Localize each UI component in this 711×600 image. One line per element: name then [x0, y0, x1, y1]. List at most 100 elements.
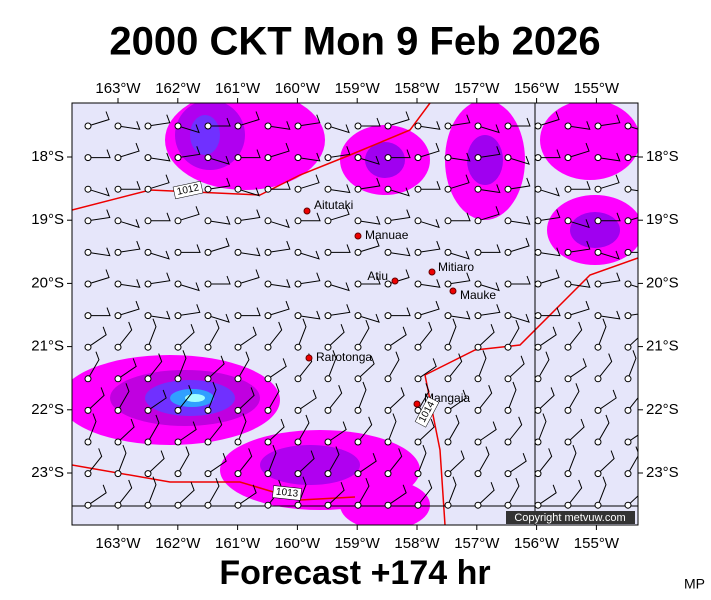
place-dot [449, 287, 457, 295]
wind-barb [447, 353, 463, 380]
station [534, 217, 542, 225]
place-dot [413, 400, 421, 408]
wind-barb [147, 414, 160, 443]
wind-barb [267, 219, 290, 229]
station [504, 280, 512, 288]
wind-barb [538, 149, 561, 159]
station [414, 470, 422, 478]
wind-barb [387, 187, 410, 197]
wind-barb [627, 396, 638, 411]
wind-barb [207, 215, 231, 225]
lon-label: 160°W [275, 535, 321, 552]
wind-barb [297, 318, 307, 348]
wind-barb [507, 319, 520, 348]
wind-barb [627, 155, 638, 159]
station [624, 375, 632, 383]
place-label: Aitutaki [314, 198, 353, 212]
station [144, 248, 152, 256]
lon-label: 161°W [215, 80, 261, 97]
station [594, 438, 602, 446]
wind-barb [597, 272, 621, 285]
station [474, 375, 482, 383]
wind-barb [507, 313, 530, 323]
station [354, 217, 362, 225]
wind-barb [357, 155, 380, 165]
wind-barb [627, 434, 638, 443]
lat-label: 20°S [31, 274, 64, 291]
station [504, 248, 512, 256]
station [504, 501, 512, 509]
station [594, 248, 602, 256]
wind-barb [177, 146, 201, 159]
station [204, 343, 212, 351]
wind-barb [177, 446, 190, 474]
station [354, 185, 362, 193]
wind-barb [147, 310, 171, 320]
station [384, 312, 392, 320]
wind-barb [387, 326, 407, 348]
station [144, 185, 152, 193]
station [414, 280, 422, 288]
station [324, 248, 332, 256]
station [174, 312, 182, 320]
station [564, 375, 572, 383]
wind-barb [537, 269, 560, 285]
station [84, 406, 92, 414]
station [414, 501, 422, 509]
station [474, 501, 482, 509]
wind-barb [537, 187, 560, 197]
wind-barb [447, 250, 470, 260]
station [234, 217, 242, 225]
station [84, 501, 92, 509]
wind-barb [267, 418, 285, 443]
wind-barb [568, 181, 591, 190]
lon-label: 160°W [275, 80, 321, 97]
station [144, 501, 152, 509]
place-dot [305, 354, 313, 362]
station [234, 280, 242, 288]
wind-barb [327, 206, 350, 222]
station [84, 312, 92, 320]
wind-barb [507, 416, 523, 443]
wind-barb [567, 321, 583, 348]
wind-barb [477, 350, 487, 379]
station [84, 438, 92, 446]
wind-barb [508, 117, 531, 127]
station [504, 185, 512, 193]
station [564, 470, 572, 478]
station [354, 501, 362, 509]
station [564, 501, 572, 509]
station [384, 185, 392, 193]
wind-barb [477, 206, 500, 222]
wind-barb [447, 152, 471, 162]
wind-barb [87, 247, 111, 257]
station [144, 343, 152, 351]
wind-barb [358, 275, 381, 285]
station [144, 154, 152, 162]
wind-barb [207, 155, 230, 165]
station [264, 501, 272, 509]
station [444, 248, 452, 256]
wind-barb [387, 484, 407, 506]
place-label: Mitiaro [438, 260, 474, 274]
wind-barbs [84, 111, 638, 509]
station [594, 217, 602, 225]
wind-barb [507, 381, 517, 411]
station [444, 154, 452, 162]
wind-barb [207, 177, 231, 190]
wind-barb [87, 351, 100, 380]
lat-label: 23°S [31, 464, 64, 481]
wind-barb [147, 353, 163, 380]
station [354, 122, 362, 130]
wind-barb [628, 251, 638, 253]
station [174, 122, 182, 130]
title: 2000 CKT Mon 9 Feb 2026 [109, 20, 600, 64]
wind-barb [538, 307, 561, 317]
wind-barb [598, 212, 621, 222]
lat-label: 22°S [646, 401, 679, 418]
wind-barb [297, 272, 321, 285]
wind-barb [357, 237, 380, 253]
wind-barb [357, 477, 370, 506]
station [234, 312, 242, 320]
wind-barb [477, 282, 500, 292]
